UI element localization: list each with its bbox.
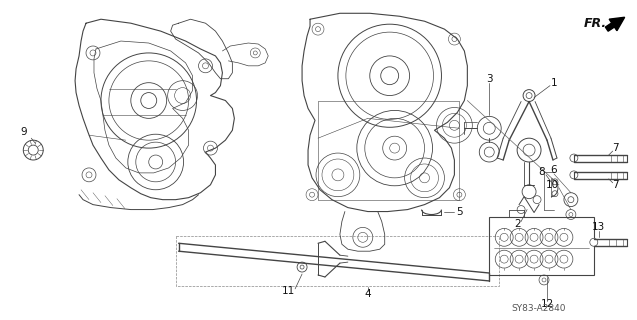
Text: 12: 12: [540, 299, 554, 309]
Text: 13: 13: [592, 222, 605, 232]
Circle shape: [570, 154, 578, 162]
FancyArrow shape: [605, 17, 625, 31]
Text: 9: 9: [20, 127, 27, 137]
Text: SY83-A2840: SY83-A2840: [512, 304, 566, 313]
Text: 1: 1: [550, 78, 557, 88]
Bar: [176, 236, 499, 286]
Text: 8: 8: [539, 167, 545, 177]
Text: 7: 7: [612, 180, 619, 190]
Circle shape: [570, 171, 578, 179]
Text: 4: 4: [364, 289, 371, 299]
Text: 3: 3: [486, 74, 492, 84]
Text: 10: 10: [545, 180, 559, 190]
Text: 7: 7: [612, 143, 619, 153]
Text: 5: 5: [456, 206, 462, 217]
Circle shape: [590, 238, 598, 246]
Text: 11: 11: [282, 286, 295, 296]
Text: 6: 6: [550, 165, 557, 175]
Text: FR.: FR.: [584, 17, 607, 30]
Bar: [489, 218, 594, 275]
Text: 2: 2: [514, 220, 520, 229]
